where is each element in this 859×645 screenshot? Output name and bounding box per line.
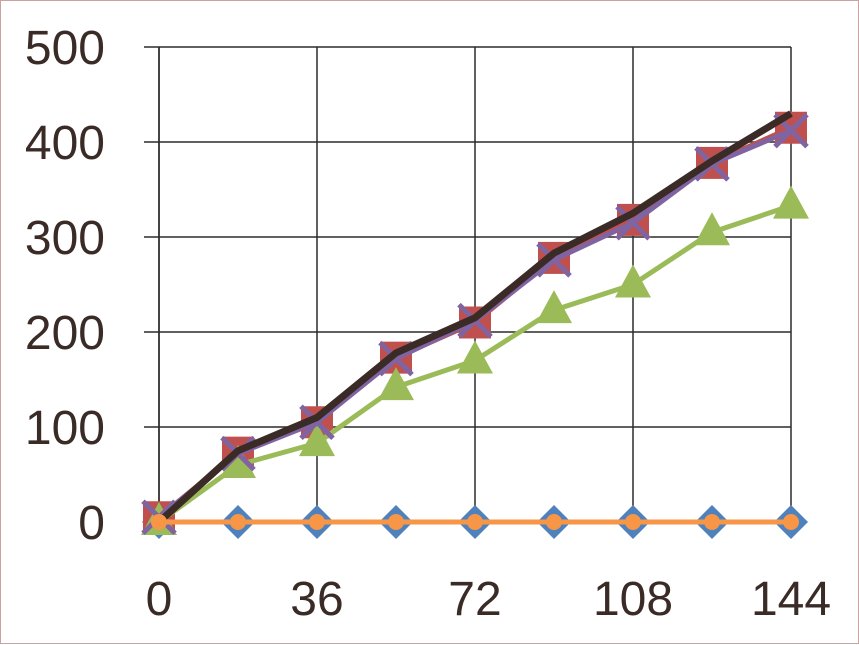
triangle-marker [694, 212, 730, 246]
x-marker [615, 204, 651, 241]
circle-marker [151, 514, 167, 530]
triangle-marker [299, 423, 335, 457]
series-line [156, 110, 793, 525]
y-tick-label: 500 [25, 22, 105, 75]
y-tick-label: 300 [25, 212, 105, 265]
triangle-marker [378, 367, 414, 401]
x-marker [773, 112, 809, 149]
triangle-marker [536, 290, 572, 324]
x-tick-label: 108 [593, 573, 673, 626]
x-tick-label: 72 [448, 573, 501, 626]
x-tick-label: 36 [290, 573, 343, 626]
circle-marker [704, 514, 720, 530]
y-tick-label: 0 [78, 497, 105, 550]
circle-marker [309, 514, 325, 530]
y-tick-label: 100 [25, 402, 105, 455]
circle-marker [625, 514, 641, 530]
circle-marker [546, 514, 562, 530]
y-tick-label: 200 [25, 307, 105, 360]
triangle-marker [615, 264, 651, 298]
circle-marker [783, 514, 799, 530]
triangle-marker [220, 445, 256, 478]
triangle-marker [773, 185, 809, 219]
circle-marker [467, 514, 483, 530]
x-tick-label: 0 [146, 573, 173, 626]
circle-marker [388, 514, 404, 530]
circle-marker [230, 514, 246, 530]
triangle-marker [457, 340, 493, 374]
x-tick-label: 144 [751, 573, 831, 626]
y-tick-label: 400 [25, 117, 105, 170]
